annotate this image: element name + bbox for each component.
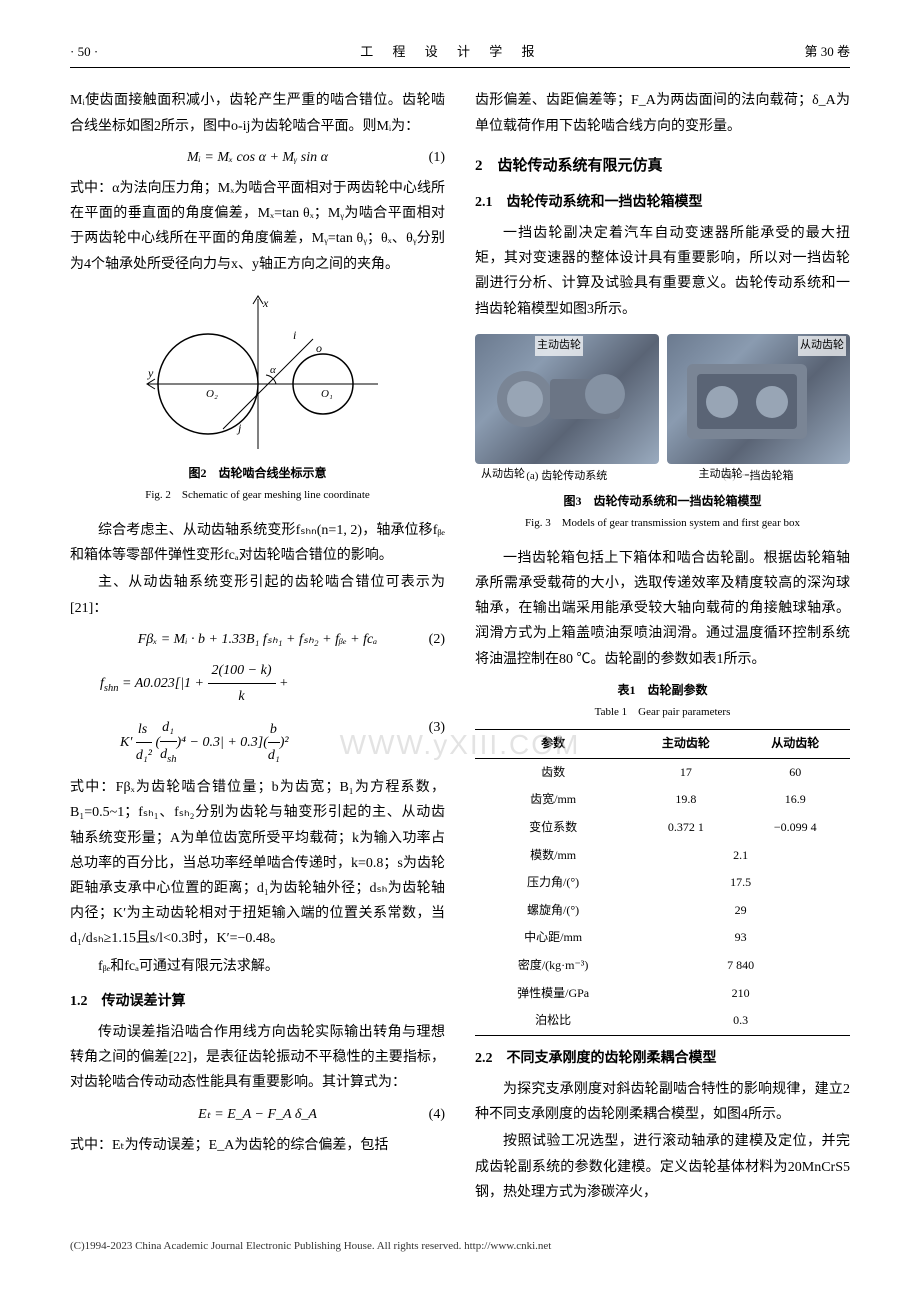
fig3-caption-cn: 图3 齿轮传动系统和一挡齿轮箱模型 [475, 491, 850, 513]
table-row: 泊松比0.3 [475, 1007, 850, 1035]
subsection-2-1: 2.1 齿轮传动系统和一挡齿轮箱模型 [475, 190, 850, 215]
fig3a-image: 主动齿轮 从动齿轮 (a) 齿轮传动系统 [475, 334, 659, 487]
content-columns: Mᵢ使齿面接触面积减小，齿轮产生严重的啮合错位。齿轮啮合线坐标如图2所示，图中o… [70, 88, 850, 1206]
paragraph: 为探究支承刚度对斜齿轮副啮合特性的影响规律，建立2种不同支承刚度的齿轮刚柔耦合模… [475, 1077, 850, 1127]
table-1: 参数 主动齿轮 从动齿轮 齿数1760 齿宽/mm19.816.9 变位系数0.… [475, 729, 850, 1036]
table-header-row: 参数 主动齿轮 从动齿轮 [475, 730, 850, 759]
table-row: 螺旋角/(°)29 [475, 897, 850, 925]
paragraph: 齿形偏差、齿距偏差等；F_A为两齿面间的法向载荷；δ_A为单位载荷作用下齿轮啮合… [475, 88, 850, 138]
equation-2: Fβₓ = Mᵢ · b + 1.33B₁ fₛₕ₁ + fₛₕ₂ + fᵦₑ … [70, 627, 445, 652]
equation-3b: K′ lsd₁² (d₁dsh)⁴ − 0.3| + 0.3](bd₁)² (3… [70, 715, 445, 769]
table-row: 变位系数0.372 1−0.099 4 [475, 814, 850, 842]
equation-1: Mᵢ = Mₓ cos α + Mᵧ sin α (1) [70, 145, 445, 170]
paragraph: 一挡齿轮副决定着汽车自动变速器所能承受的最大扭矩，其对变速器的整体设计具有重要影… [475, 221, 850, 322]
fig2-caption-en: Fig. 2 Schematic of gear meshing line co… [70, 486, 445, 506]
volume-number: 第 30 卷 [804, 40, 850, 63]
paragraph: 式中：Eₜ为传动误差；E_A为齿轮的综合偏差，包括 [70, 1133, 445, 1158]
left-column: Mᵢ使齿面接触面积减小，齿轮产生严重的啮合错位。齿轮啮合线坐标如图2所示，图中o… [70, 88, 445, 1206]
table-row: 齿数1760 [475, 758, 850, 786]
equation-3: fshn = A0.023[|1 + 2(100 − k)k + [70, 658, 445, 709]
page-header: · 50 · 工 程 设 计 学 报 第 30 卷 [70, 40, 850, 68]
svg-text:x: x [262, 296, 269, 310]
table-row: 密度/(kg·m⁻³)7 840 [475, 952, 850, 980]
table-row: 压力角/(°)17.5 [475, 869, 850, 897]
label-driving-gear-b: 主动齿轮 [697, 465, 745, 485]
fig3b-image: 从动齿轮 主动齿轮 (b) 一挡齿轮箱 [667, 334, 851, 487]
subsection-1-2: 1.2 传动误差计算 [70, 989, 445, 1014]
table-row: 中心距/mm93 [475, 924, 850, 952]
fig2-caption-cn: 图2 齿轮啮合线坐标示意 [70, 463, 445, 485]
fig3b-caption: (b) 一挡齿轮箱 [667, 467, 851, 487]
paragraph: 按照试验工况选型，进行滚动轴承的建模及定位，并完成齿轮副系统的参数化建模。定义齿… [475, 1129, 850, 1205]
table1-caption-en: Table 1 Gear pair parameters [475, 703, 850, 723]
svg-text:j: j [236, 421, 242, 435]
paragraph: 传动误差指沿啮合作用线方向齿轮实际输出转角与理想转角之间的偏差[22]，是表征齿… [70, 1020, 445, 1096]
page-number: · 50 · [70, 40, 98, 63]
paragraph: 式中：Fβₓ为齿轮啮合错位量；b为齿宽；B₁为方程系数，B₁=0.5~1；fₛₕ… [70, 775, 445, 951]
journal-name: 工 程 设 计 学 报 [360, 40, 542, 63]
fig3-caption-en: Fig. 3 Models of gear transmission syste… [475, 514, 850, 534]
equation-4: Eₜ = E_A − F_A δ_A (4) [70, 1102, 445, 1127]
table-header: 从动齿轮 [741, 730, 850, 759]
svg-text:y: y [147, 366, 154, 380]
label-driven-gear-b: 从动齿轮 [798, 336, 846, 356]
paragraph: 综合考虑主、从动齿轴系统变形fₛₕₙ(n=1, 2)，轴承位移fᵦₑ和箱体等零部… [70, 518, 445, 568]
paragraph: fᵦₑ和fcₐ可通过有限元法求解。 [70, 954, 445, 979]
paragraph: Mᵢ使齿面接触面积减小，齿轮产生严重的啮合错位。齿轮啮合线坐标如图2所示，图中o… [70, 88, 445, 138]
paragraph: 一挡齿轮箱包括上下箱体和啮合齿轮副。根据齿轮箱轴承所需承受载荷的大小，选取传递效… [475, 546, 850, 672]
paragraph: 式中：α为法向压力角；Mₓ为啮合平面相对于两齿轮中心线所在平面的垂直面的角度偏差… [70, 176, 445, 277]
footer-copyright: (C)1994-2023 China Academic Journal Elec… [70, 1237, 850, 1257]
svg-text:O₁: O₁ [321, 388, 333, 400]
figure-3: 主动齿轮 从动齿轮 (a) 齿轮传动系统 从动齿轮 主动齿轮 (b) 一挡齿轮箱… [475, 334, 850, 534]
svg-text:i: i [293, 328, 296, 342]
gear-mesh-diagram: x y O₂ O₁ i o j α [128, 289, 388, 459]
section-2: 2 齿轮传动系统有限元仿真 [475, 153, 850, 180]
svg-text:o: o [316, 341, 322, 355]
right-column: 齿形偏差、齿距偏差等；F_A为两齿面间的法向载荷；δ_A为单位载荷作用下齿轮啮合… [475, 88, 850, 1206]
label-driving-gear: 主动齿轮 [535, 336, 583, 356]
paragraph: 主、从动齿轴系统变形引起的齿轮啮合错位可表示为[21]： [70, 570, 445, 620]
table-row: 弹性模量/GPa210 [475, 980, 850, 1008]
subsection-2-2: 2.2 不同支承刚度的齿轮刚柔耦合模型 [475, 1046, 850, 1071]
svg-text:O₂: O₂ [206, 388, 218, 400]
figure-2: x y O₂ O₁ i o j α 图2 齿轮啮合线坐标示意 Fig. 2 Sc… [70, 289, 445, 506]
svg-text:α: α [270, 364, 276, 376]
table-header: 主动齿轮 [631, 730, 740, 759]
table-row: 齿宽/mm19.816.9 [475, 786, 850, 814]
table1-caption-cn: 表1 齿轮副参数 [475, 680, 850, 702]
table-header: 参数 [475, 730, 631, 759]
table-row: 模数/mm2.1 [475, 842, 850, 870]
label-driven-gear: 从动齿轮 [479, 465, 527, 485]
